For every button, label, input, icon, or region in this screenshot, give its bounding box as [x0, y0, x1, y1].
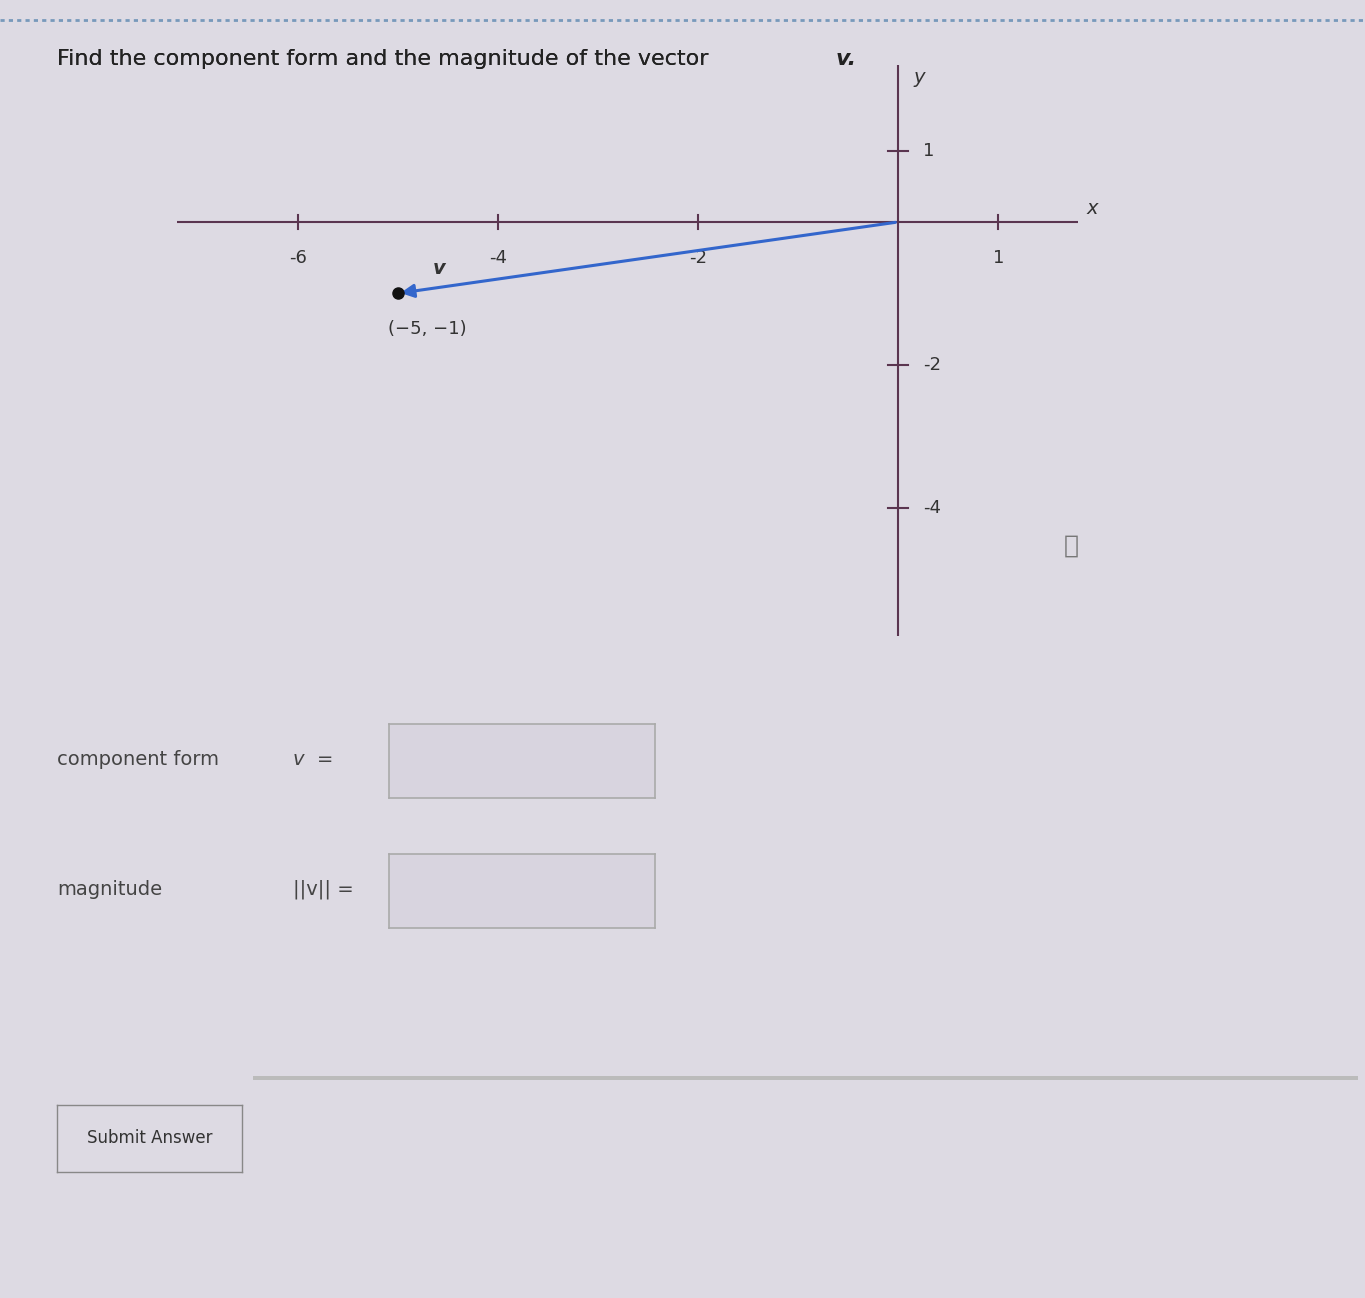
Text: Find the component form and the magnitude of the vector: Find the component form and the magnitud…	[57, 49, 717, 69]
Text: y: y	[913, 69, 924, 87]
Text: ⓘ: ⓘ	[1065, 533, 1078, 557]
Text: Find the component form and the magnitude of the vector: Find the component form and the magnitud…	[57, 49, 717, 69]
Text: (−5, −1): (−5, −1)	[388, 321, 467, 339]
Text: -4: -4	[923, 498, 942, 517]
Text: -2: -2	[923, 356, 942, 374]
Text: Find the component form and the magnitude of the vector: Find the component form and the magnitud…	[57, 49, 717, 69]
Text: x: x	[1087, 200, 1097, 218]
Text: v: v	[433, 258, 445, 278]
Text: 1: 1	[992, 249, 1005, 267]
Text: v  =: v =	[293, 750, 334, 768]
Text: component form: component form	[57, 750, 220, 768]
Text: v.: v.	[835, 49, 856, 69]
Text: -2: -2	[689, 249, 707, 267]
Text: ||v|| =: ||v|| =	[293, 879, 355, 900]
Text: -4: -4	[489, 249, 506, 267]
Text: magnitude: magnitude	[57, 880, 162, 898]
Text: 1: 1	[923, 141, 935, 160]
Text: -6: -6	[288, 249, 307, 267]
Text: Submit Answer: Submit Answer	[87, 1129, 212, 1147]
